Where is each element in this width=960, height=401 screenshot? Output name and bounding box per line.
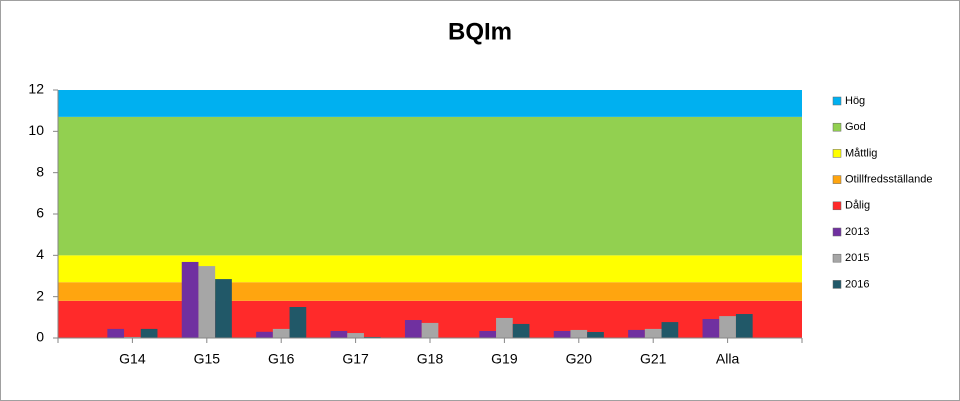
y-tick-label: 12 <box>28 81 44 97</box>
bar <box>198 266 216 338</box>
bar <box>661 322 679 338</box>
bar <box>347 333 364 338</box>
legend-swatch <box>832 175 842 184</box>
legend-label: Dålig <box>845 200 870 212</box>
legend-label: 2015 <box>845 252 869 264</box>
legend-label: God <box>845 121 866 133</box>
x-tick-label: G14 <box>119 351 146 367</box>
y-tick-label: 8 <box>36 163 44 179</box>
legend: Hög God Måttlig Otillfredsställande Dålig 201… <box>832 95 932 290</box>
band <box>58 282 802 301</box>
bar <box>702 318 720 338</box>
legend-label: Otillfredsställande <box>845 174 932 186</box>
legend-label: 2013 <box>845 226 869 238</box>
bar <box>644 328 662 338</box>
bar <box>570 329 588 338</box>
bar <box>512 323 530 338</box>
y-tick-label: 6 <box>36 205 44 221</box>
x-tick-label: G17 <box>342 351 369 367</box>
bar <box>215 279 232 338</box>
y-tick-label: 2 <box>36 287 44 303</box>
bar <box>421 322 439 338</box>
bar <box>107 328 125 338</box>
x-tick-label: G15 <box>194 351 221 367</box>
bar <box>735 314 753 338</box>
bar <box>140 328 158 338</box>
bar <box>330 330 348 338</box>
y-tick-label: 4 <box>36 246 44 262</box>
bar <box>289 307 307 338</box>
bar <box>272 328 290 338</box>
bar <box>256 331 273 338</box>
legend-swatch <box>832 149 842 158</box>
band <box>58 90 802 117</box>
legend-swatch <box>832 227 842 237</box>
legend-swatch <box>832 280 842 289</box>
bar <box>496 317 513 338</box>
bar <box>124 336 141 338</box>
bar <box>404 320 422 338</box>
x-tick-label: G20 <box>566 351 593 367</box>
bar <box>181 261 199 338</box>
x-tick-label: G19 <box>491 351 518 367</box>
legend-swatch <box>832 253 842 263</box>
legend-swatch <box>832 96 842 106</box>
chart-title: BQIm <box>448 18 512 45</box>
y-tick-label: 10 <box>28 122 44 138</box>
band <box>58 116 802 256</box>
legend-label: 2016 <box>845 278 869 290</box>
x-tick-label: Alla <box>716 351 740 367</box>
bar <box>628 329 645 338</box>
bar <box>479 330 497 338</box>
legend-label: Måttlig <box>845 147 877 159</box>
bar <box>363 336 381 338</box>
x-tick-label: G21 <box>640 351 667 367</box>
legend-swatch <box>832 122 842 132</box>
band <box>58 255 802 283</box>
y-tick-label: 0 <box>36 329 44 345</box>
legend-label: Hög <box>845 95 865 107</box>
bar <box>719 316 736 338</box>
bar <box>553 330 571 338</box>
bar <box>587 332 604 338</box>
legend-swatch <box>832 201 842 211</box>
x-tick-label: G18 <box>417 351 444 367</box>
x-tick-label: G16 <box>268 351 295 367</box>
